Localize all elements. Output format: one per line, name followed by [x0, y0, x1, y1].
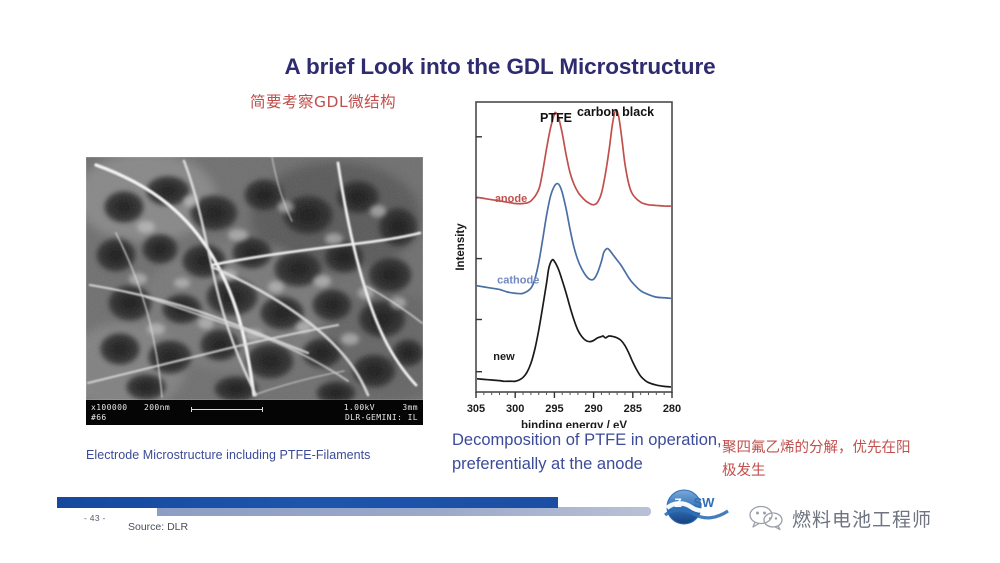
x-axis-label: binding energy / eV — [521, 420, 627, 428]
page-subtitle-chinese: 简要考察GDL微结构 — [250, 93, 397, 111]
sem-image-graphic — [86, 157, 423, 400]
y-axis-label: Intensity — [455, 223, 467, 271]
x-tick-label: 300 — [506, 403, 524, 415]
x-tick-label: 280 — [663, 403, 681, 415]
sem-working-distance: 3mm — [402, 403, 418, 412]
sem-info-bar: x100000 #66 200nm 1.00kV 3mm DLR-GEMINI:… — [86, 400, 423, 425]
conclusion-text-chinese: 聚四氟乙烯的分解，优先在阳极发生 — [722, 440, 911, 479]
xps-chart: 305 300 295 290 285 280 binding energy / eV Int… — [452, 98, 692, 428]
page-title: A brief Look into the GDL Microstructure — [284, 54, 716, 79]
xps-chart-graphic: 305 300 295 290 285 280 binding energy / eV Int… — [455, 101, 681, 428]
sem-scale-bar — [191, 407, 263, 412]
sem-micrograph: x100000 #66 200nm 1.00kV 3mm DLR-GEMINI:… — [86, 157, 423, 425]
wechat-icon — [748, 504, 784, 532]
series-label-anode: anode — [495, 193, 527, 205]
x-tick-label: 295 — [545, 403, 563, 415]
source-note: Source: DLR — [128, 521, 189, 533]
sem-caption: Electrode Microstructure including PTFE-… — [86, 448, 371, 462]
sem-voltage: 1.00kV — [343, 403, 375, 412]
sem-scale-label: 200nm — [144, 403, 171, 412]
series-curve-cathode — [477, 182, 671, 300]
zsw-logo: Z SW — [658, 488, 734, 532]
sem-image-area — [86, 157, 423, 400]
x-tick-label: 285 — [624, 403, 642, 415]
peak-annotation-carbon-black: carbon black — [577, 105, 654, 119]
peak-annotation-ptfe: PTFE — [540, 111, 572, 125]
page-number: - 43 - — [84, 513, 106, 523]
zsw-logo-letter-z: Z — [674, 496, 681, 510]
zsw-logo-graphic: Z SW — [664, 489, 729, 525]
x-tick-label: 290 — [584, 403, 602, 415]
wechat-account-row: 燃料电池工程师 — [748, 504, 932, 532]
wechat-account-name: 燃料电池工程师 — [792, 508, 933, 531]
series-curve-new — [477, 258, 671, 388]
footer-bar-light — [157, 507, 651, 516]
x-tick-label: 305 — [467, 403, 485, 415]
series-label-cathode: cathode — [497, 274, 539, 286]
footer-bar-dark — [57, 497, 558, 508]
zsw-logo-letters-sw: SW — [694, 495, 716, 510]
conclusion-text-english: Decomposition of PTFE in operation, pref… — [452, 431, 722, 473]
sem-instrument: DLR-GEMINI: IL — [344, 413, 418, 422]
series-label-new: new — [493, 351, 515, 363]
sem-frame-id: #66 — [91, 413, 107, 422]
sem-magnification: x100000 — [91, 403, 128, 412]
series-curve-anode — [477, 109, 671, 207]
